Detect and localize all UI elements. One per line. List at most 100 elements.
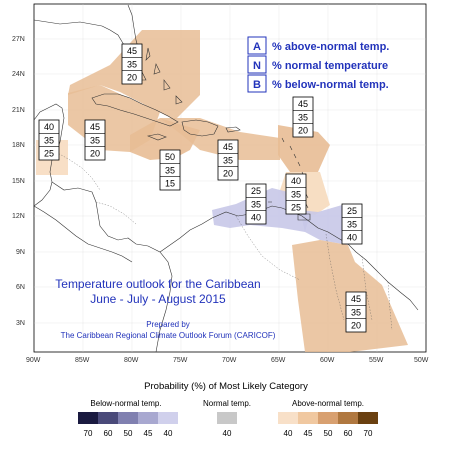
scale-value: 70 (364, 429, 373, 438)
key-text-a: % above-normal temp. (272, 41, 389, 53)
normal-value: 35 (291, 189, 301, 199)
below-normal-swatches: 70 60 50 45 40 (78, 412, 178, 438)
above-value: 45 (298, 99, 308, 109)
scale-heading: Probability (%) of Most Likely Category (144, 381, 308, 392)
lat-tick: 9N (16, 249, 25, 256)
swatch-below-40 (158, 412, 178, 424)
map-subtitle: June - July - August 2015 (90, 292, 226, 306)
scale-value: 70 (84, 429, 93, 438)
above-value: 40 (291, 176, 301, 186)
normal-value: 35 (298, 112, 308, 122)
prob-box-windward: 40 35 25 (285, 173, 307, 215)
prob-box-bahamas: 45 35 20 (121, 43, 143, 85)
lat-tick: 18N (12, 142, 25, 149)
swatch-above-45 (298, 412, 318, 424)
lon-tick: 90W (26, 357, 41, 364)
zone-puerto-rico (160, 118, 280, 160)
key-letter-a: A (253, 41, 261, 53)
zone-trinidad-guyana (300, 205, 355, 245)
prob-box-cayman-cuba: 45 35 20 (84, 119, 106, 161)
scale-value: 40 (164, 429, 173, 438)
lon-tick: 50W (414, 357, 429, 364)
below-value: 20 (351, 321, 361, 331)
swatch-below-70 (78, 412, 98, 424)
prob-box-jamaica-hispaniola: 50 35 15 (159, 149, 181, 191)
key-box-b (247, 74, 267, 93)
map-title: Temperature outlook for the Caribbean (55, 277, 260, 291)
normal-value: 35 (223, 155, 233, 165)
lon-tick: 80W (124, 357, 139, 364)
lon-tick-labels: 90W 85W 80W 75W 70W 65W 60W 55W 50W (26, 357, 429, 364)
key-letter-b: B (253, 79, 261, 91)
prepared-by: Prepared by (146, 320, 190, 329)
lat-tick-labels: 27N 24N 21N 18N 15N 12N 9N 6N 3N (12, 36, 25, 327)
normal-swatches: 40 (217, 412, 237, 438)
prob-box-abc-islands: 25 35 40 (245, 183, 267, 225)
above-value: 25 (347, 206, 357, 216)
normal-value: 35 (44, 135, 54, 145)
scale-value: 60 (344, 429, 353, 438)
key-box-n (247, 55, 267, 74)
scale-value: 45 (144, 429, 153, 438)
swatch-above-50 (318, 412, 338, 424)
lon-tick: 55W (369, 357, 384, 364)
forum-credit: The Caribbean Regional Climate Outlook F… (61, 331, 276, 340)
prob-box-guianas: 45 35 20 (345, 291, 367, 333)
lat-tick: 3N (16, 320, 25, 327)
swatch-above-60 (338, 412, 358, 424)
prob-box-yucatan: 40 35 25 (38, 119, 60, 161)
swatch-below-50 (118, 412, 138, 424)
below-value: 20 (298, 126, 308, 136)
lon-tick: 85W (75, 357, 90, 364)
swatch-below-60 (98, 412, 118, 424)
normal-value: 35 (351, 307, 361, 317)
prob-box-puerto-rico: 45 35 20 (217, 139, 239, 181)
above-normal-label: Above-normal temp. (292, 399, 364, 408)
scale-value: 60 (104, 429, 113, 438)
normal-value: 35 (127, 59, 137, 69)
swatch-normal-40 (217, 412, 237, 424)
above-value: 40 (44, 122, 54, 132)
below-value: 25 (291, 203, 301, 213)
above-value: 45 (90, 122, 100, 132)
below-value: 40 (347, 233, 357, 243)
swatch-above-70 (358, 412, 378, 424)
lat-tick: 6N (16, 284, 25, 291)
lat-tick: 24N (12, 71, 25, 78)
normal-label: Normal temp. (203, 399, 251, 408)
below-value: 25 (44, 149, 54, 159)
scale-value: 40 (223, 429, 232, 438)
scale-value: 50 (324, 429, 333, 438)
scale-value: 50 (124, 429, 133, 438)
lat-tick: 12N (12, 213, 25, 220)
above-value: 45 (127, 46, 137, 56)
category-key: A % above-normal temp. N % normal temper… (247, 36, 389, 93)
scale-value: 40 (284, 429, 293, 438)
normal-value: 35 (90, 135, 100, 145)
normal-value: 35 (251, 199, 261, 209)
borders (55, 151, 393, 331)
below-value: 20 (90, 149, 100, 159)
above-value: 25 (251, 186, 261, 196)
prob-box-leeward: 45 35 20 (292, 96, 314, 138)
scale-value: 45 (304, 429, 313, 438)
key-box-a (247, 36, 267, 55)
lat-tick: 15N (12, 178, 25, 185)
zone-leeward (278, 125, 330, 172)
key-letter-n: N (253, 60, 261, 72)
key-text-n: % normal temperature (272, 60, 388, 72)
above-value: 45 (223, 142, 233, 152)
below-value: 15 (165, 179, 175, 189)
below-value: 20 (127, 73, 137, 83)
normal-value: 35 (347, 219, 357, 229)
above-value: 50 (165, 152, 175, 162)
lat-tick: 27N (12, 36, 25, 43)
lon-tick: 70W (222, 357, 237, 364)
lon-tick: 60W (320, 357, 335, 364)
above-normal-swatches: 40 45 50 60 70 (278, 412, 378, 438)
normal-value: 35 (165, 165, 175, 175)
below-value: 20 (223, 169, 233, 179)
swatch-below-45 (138, 412, 158, 424)
below-normal-label: Below-normal temp. (90, 399, 161, 408)
